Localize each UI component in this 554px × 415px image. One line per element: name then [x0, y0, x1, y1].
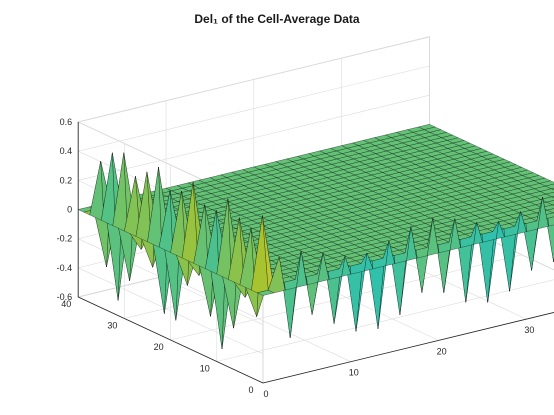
- y-tick-label: 30: [107, 321, 117, 331]
- z-tick-label: -0.2: [57, 234, 73, 244]
- z-tick-label: -0.4: [57, 263, 73, 273]
- z-tick-label: -0.6: [57, 292, 73, 302]
- z-tick-label: 0.4: [60, 146, 73, 156]
- x-tick-label: 10: [349, 368, 359, 378]
- z-tick-label: 0.2: [60, 175, 73, 185]
- axis-line: [78, 296, 264, 384]
- y-tick-label: 40: [61, 299, 71, 309]
- z-tick-label: 0: [67, 205, 72, 215]
- x-tick-label: 0: [263, 389, 268, 399]
- surface-mesh: [77, 124, 554, 349]
- x-tick-label: 30: [524, 325, 534, 335]
- grid-line: [262, 312, 554, 384]
- z-tick-label: 0.6: [60, 117, 73, 127]
- y-tick-label: 0: [248, 385, 253, 395]
- surface-face: [256, 290, 275, 296]
- tick-labels: 0102030400102030400.60.40.20-0.2-0.4-0.6: [57, 117, 535, 399]
- x-tick-label: 20: [437, 346, 447, 356]
- axis-line: [262, 311, 554, 384]
- y-tick-label: 10: [200, 364, 210, 374]
- chart-title: Del₁ of the Cell-Average Data: [194, 12, 360, 26]
- y-tick-label: 20: [154, 342, 164, 352]
